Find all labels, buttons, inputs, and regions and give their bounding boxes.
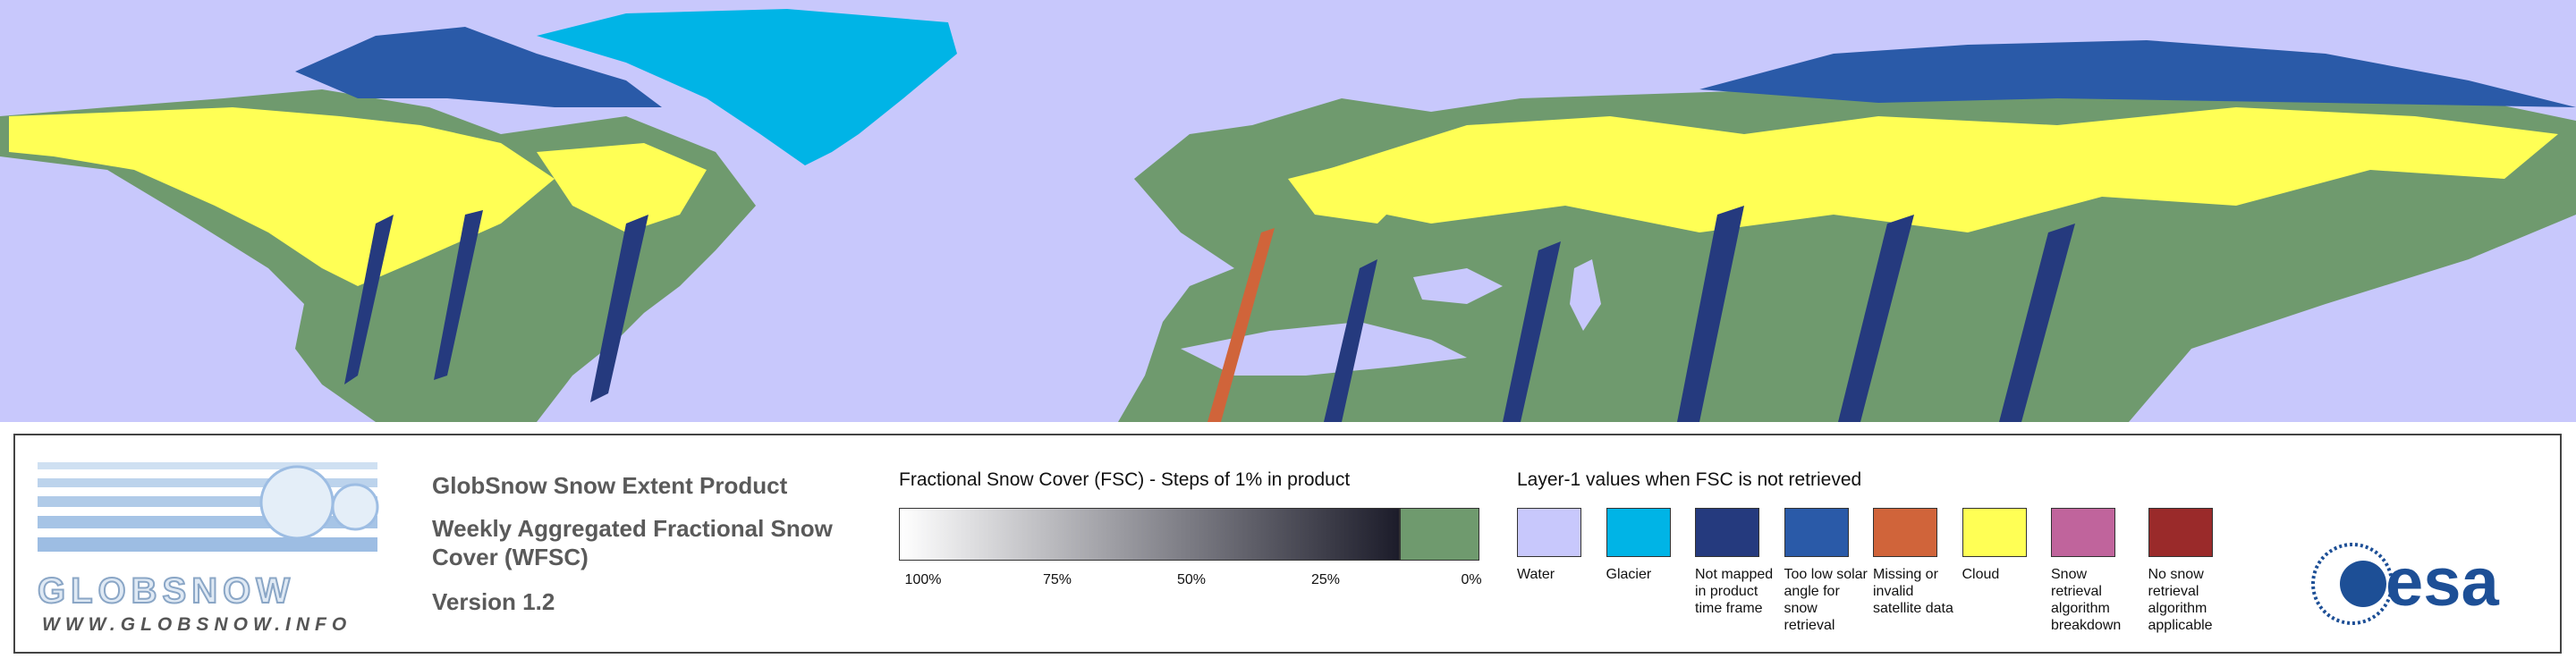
snow-map <box>0 0 2576 422</box>
eurasia-cloud <box>1297 107 2558 232</box>
europe-cloud <box>1288 161 1413 224</box>
layer1-label: Not mapped in product time frame <box>1695 567 1774 616</box>
black-sea <box>1413 268 1503 304</box>
layer1-swatch <box>1695 508 1759 557</box>
caspian-sea <box>1570 259 1601 331</box>
layer1-label: Too low solar angle for snow retrieval <box>1784 567 1868 633</box>
siberia-low-sun <box>1699 40 2576 107</box>
layer1-swatch <box>2148 508 2213 557</box>
legend-panel: GLOBSNOW WWW.GLOBSNOW.INFO GlobSnow Snow… <box>13 434 2562 654</box>
layer1-item: Glacier <box>1606 508 1692 583</box>
fsc-tick-label: 25% <box>1310 572 1341 587</box>
na-cloud <box>9 107 555 286</box>
layer1-label: Glacier <box>1606 567 1652 582</box>
layer1-item: Cloud <box>1962 508 2048 583</box>
fsc-gradient <box>899 508 1400 561</box>
gap-stripe <box>590 215 648 402</box>
gap-stripe <box>1324 259 1377 422</box>
gap-stripe <box>344 215 394 384</box>
version: Version 1.2 <box>432 588 555 615</box>
fsc-tick-label: 100% <box>904 572 942 587</box>
gap-stripe <box>1838 215 1914 422</box>
missing-stripe <box>1208 228 1275 422</box>
layer1-item: Snow retrieval algorithm breakdown <box>2051 508 2137 634</box>
layer1-swatch <box>1606 508 1671 557</box>
logo-stripe <box>38 537 377 552</box>
layer1-label: Snow retrieval algorithm breakdown <box>2051 567 2122 633</box>
logo-name: GLOBSNOW <box>37 570 295 612</box>
layer1-label: Missing or invalid satellite data <box>1873 567 1953 616</box>
layer1-swatch <box>1962 508 2027 557</box>
layer1-item: Too low solar angle for snow retrieval <box>1784 508 1870 634</box>
layer1-swatch <box>2051 508 2115 557</box>
layer1-label: Water <box>1517 567 1555 582</box>
gap-stripe <box>434 210 483 380</box>
fsc-tick-label: 50% <box>1176 572 1207 587</box>
logo-url: WWW.GLOBSNOW.INFO <box>42 614 352 635</box>
layer1-swatch <box>1784 508 1849 557</box>
layer1-title: Layer-1 values when FSC is not retrieved <box>1517 469 1862 490</box>
fsc-title: Fractional Snow Cover (FSC) - Steps of 1… <box>899 469 1351 490</box>
arctic-islands <box>295 27 662 107</box>
layer1-swatch <box>1873 508 1937 557</box>
fsc-tick-label: 75% <box>1042 572 1072 587</box>
fsc-tick-label: 0% <box>1461 572 1482 587</box>
na-cloud-2 <box>537 143 707 232</box>
gap-stripe <box>1503 241 1561 422</box>
product-title: GlobSnow Snow Extent Product <box>432 472 788 499</box>
layer1-item: No snow retrieval algorithm applicable <box>2148 508 2234 634</box>
logo-stripes <box>38 462 379 552</box>
layer1-label: Cloud <box>1962 567 2000 582</box>
layer1-label: No snow retrieval algorithm applicable <box>2148 567 2213 633</box>
gap-stripe <box>1999 224 2075 422</box>
esa-emblem <box>2311 543 2394 625</box>
layer1-swatch <box>1517 508 1581 557</box>
esa-wordmark: esa <box>2385 545 2500 621</box>
layer1-item: Water <box>1517 508 1603 583</box>
fsc-zero-box <box>1400 508 1479 561</box>
product-subtitle: Weekly Aggregated Fractional Snow Cover … <box>432 515 833 570</box>
logo-stripe <box>38 462 377 469</box>
layer1-item: Not mapped in product time frame <box>1695 508 1781 617</box>
gap-stripe <box>1677 206 1744 422</box>
esa-logo: esa <box>2311 543 2500 625</box>
layer1-item: Missing or invalid satellite data <box>1873 508 1959 617</box>
snowflake <box>259 465 335 540</box>
greenland <box>537 9 957 165</box>
snowflake <box>331 483 379 531</box>
logo-stripe <box>38 478 377 487</box>
esa-emblem <box>2340 561 2386 607</box>
mediterranean <box>1181 322 1467 376</box>
